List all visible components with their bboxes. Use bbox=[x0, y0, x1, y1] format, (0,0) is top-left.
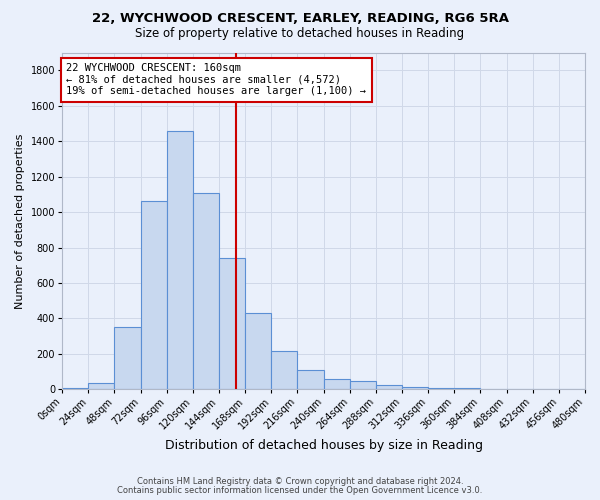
Bar bbox=[402, 386, 428, 390]
Text: Size of property relative to detached houses in Reading: Size of property relative to detached ho… bbox=[136, 28, 464, 40]
Bar bbox=[219, 258, 245, 390]
X-axis label: Distribution of detached houses by size in Reading: Distribution of detached houses by size … bbox=[164, 440, 482, 452]
Bar bbox=[323, 379, 350, 390]
Bar bbox=[271, 352, 298, 390]
Bar bbox=[245, 313, 271, 390]
Bar bbox=[140, 202, 167, 390]
Bar bbox=[115, 328, 140, 390]
Bar bbox=[454, 388, 481, 390]
Bar bbox=[298, 370, 323, 390]
Text: Contains public sector information licensed under the Open Government Licence v3: Contains public sector information licen… bbox=[118, 486, 482, 495]
Bar bbox=[62, 388, 88, 390]
Y-axis label: Number of detached properties: Number of detached properties bbox=[15, 134, 25, 308]
Bar bbox=[350, 382, 376, 390]
Bar bbox=[193, 192, 219, 390]
Bar bbox=[481, 388, 506, 390]
Text: Contains HM Land Registry data © Crown copyright and database right 2024.: Contains HM Land Registry data © Crown c… bbox=[137, 477, 463, 486]
Bar bbox=[167, 130, 193, 390]
Text: 22 WYCHWOOD CRESCENT: 160sqm
← 81% of detached houses are smaller (4,572)
19% of: 22 WYCHWOOD CRESCENT: 160sqm ← 81% of de… bbox=[67, 63, 367, 96]
Text: 22, WYCHWOOD CRESCENT, EARLEY, READING, RG6 5RA: 22, WYCHWOOD CRESCENT, EARLEY, READING, … bbox=[91, 12, 509, 26]
Bar bbox=[88, 383, 115, 390]
Bar bbox=[428, 388, 454, 390]
Bar bbox=[376, 385, 402, 390]
Bar bbox=[506, 389, 533, 390]
